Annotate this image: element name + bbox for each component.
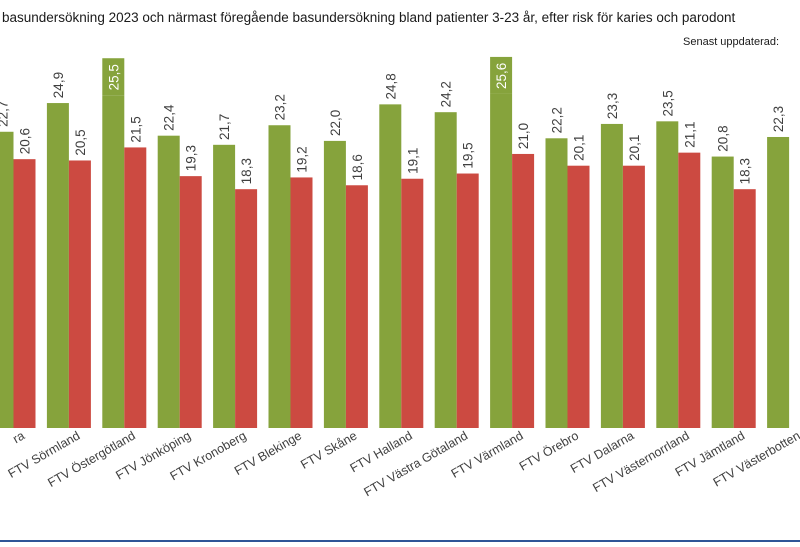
bar-previous: [290, 177, 313, 428]
bar-previous: [13, 159, 36, 429]
data-label: 22,3: [771, 106, 786, 132]
bar-previous: [678, 152, 701, 428]
data-label: 25,5: [106, 64, 121, 90]
bar-previous: [733, 189, 756, 428]
bar-current: [323, 140, 346, 428]
bar-current: [379, 104, 402, 429]
data-label: 22,2: [550, 107, 565, 133]
bar-current: [434, 112, 457, 428]
data-label: 19,1: [405, 148, 420, 174]
last-updated-label: Senast uppdaterad:: [683, 36, 780, 48]
data-label: 23,2: [273, 94, 288, 120]
data-label: 25,6: [494, 63, 509, 89]
data-label: 22,0: [328, 110, 343, 136]
bar-previous: [512, 153, 535, 428]
bar-previous: [345, 185, 368, 428]
category-tick-label: FTV Västernorrland: [590, 428, 691, 495]
data-label: 23,3: [605, 93, 620, 119]
data-label: 20,1: [627, 135, 642, 161]
data-label: 19,3: [184, 145, 199, 171]
data-label: 23,5: [660, 90, 675, 116]
data-label: 22,4: [162, 104, 177, 131]
bar-current: [545, 138, 568, 429]
bar-previous: [567, 165, 590, 428]
bar-previous: [179, 176, 202, 428]
chart-title: basundersökning 2023 och närmast föregåe…: [2, 10, 736, 25]
bar-current: [268, 125, 291, 429]
data-label: 20,1: [572, 135, 587, 161]
bar-current: [157, 135, 180, 428]
bar-current: [213, 144, 236, 428]
bar-current: [711, 156, 734, 428]
bar-current: [0, 131, 14, 428]
bar-current: [767, 136, 790, 429]
bar-current: [46, 103, 69, 429]
bar-previous: [401, 178, 424, 428]
category-tick-label: ra: [10, 428, 27, 446]
highlighted-value-box: [102, 58, 125, 96]
data-label: 18,3: [738, 158, 753, 184]
frame-bottom-border: [0, 540, 800, 542]
data-label: 21,0: [516, 123, 531, 149]
category-tick-label: FTV Västra Götaland: [362, 428, 471, 499]
data-label: 20,6: [18, 128, 33, 154]
bar-previous: [622, 165, 645, 428]
bar-previous: [68, 160, 91, 428]
data-label: 18,3: [239, 158, 254, 184]
data-label: 20,5: [73, 129, 88, 155]
bar-previous: [456, 173, 479, 428]
data-label: 22,7: [0, 101, 11, 127]
highlighted-value-box: [490, 56, 513, 94]
data-label: 19,5: [461, 142, 476, 168]
bar-current: [490, 93, 513, 429]
data-label: 21,1: [682, 122, 697, 148]
data-label: 21,5: [128, 116, 143, 142]
bar-current: [656, 121, 679, 428]
bar-previous: [235, 189, 258, 428]
bar-current: [600, 123, 623, 428]
bar-current: [102, 95, 125, 428]
bar-previous: [124, 147, 147, 429]
data-label: 19,2: [295, 146, 310, 172]
data-label: 24,9: [51, 72, 66, 98]
data-label: 24,8: [383, 73, 398, 99]
data-label: 24,2: [439, 81, 454, 107]
data-label: 18,6: [350, 154, 365, 180]
data-label: 20,8: [716, 125, 731, 151]
data-label: 21,7: [217, 114, 232, 140]
